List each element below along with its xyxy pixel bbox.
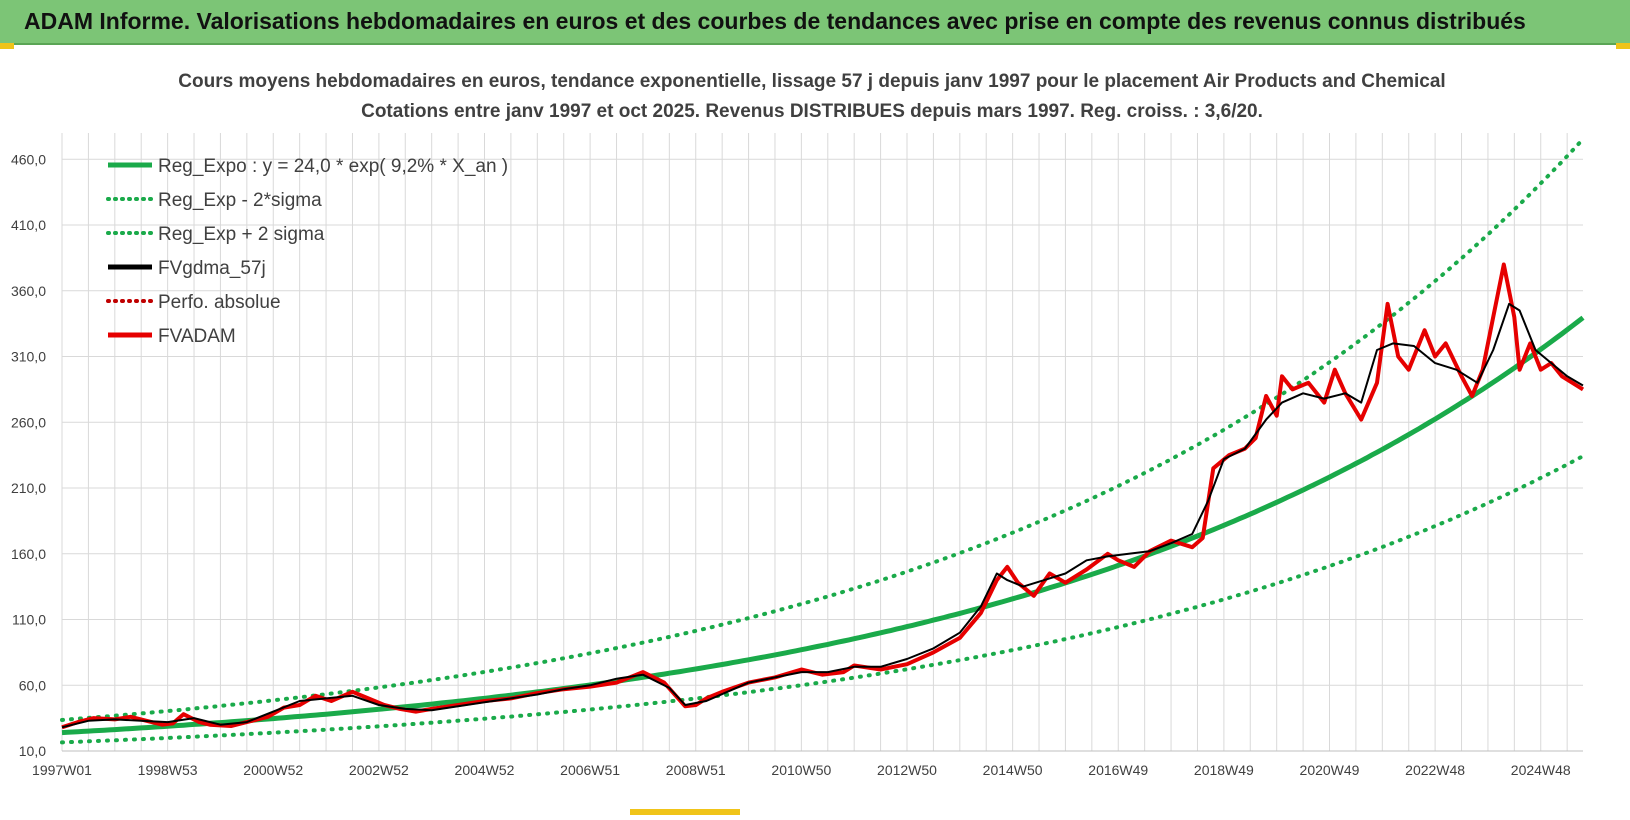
y-tick-label: 310,0	[11, 349, 46, 365]
x-tick-label: 1997W01	[32, 762, 92, 778]
x-tick-label: 2006W51	[560, 762, 620, 778]
chart-svg: Cours moyens hebdomadaires en euros, ten…	[11, 71, 1585, 778]
y-tick-label: 10,0	[19, 743, 46, 759]
grid	[61, 133, 1583, 752]
y-tick-label: 360,0	[11, 283, 46, 299]
x-tick-label: 2004W52	[455, 762, 515, 778]
x-tick-label: 2016W49	[1088, 762, 1148, 778]
corner-accent-left	[0, 43, 14, 49]
header-bar: ADAM Informe. Valorisations hebdomadaire…	[0, 0, 1630, 45]
x-tick-label: 2020W49	[1300, 762, 1360, 778]
series-group	[60, 137, 1585, 745]
x-tick-label: 2008W51	[666, 762, 726, 778]
bottom-accent	[630, 809, 740, 815]
y-tick-label: 210,0	[11, 480, 46, 496]
x-tick-label: 1998W53	[138, 762, 198, 778]
legend-label: Reg_Exp + 2 sigma	[158, 224, 325, 245]
x-tick-label: 2014W50	[983, 762, 1043, 778]
chart-subtitle: Cotations entre janv 1997 et oct 2025. R…	[361, 101, 1263, 122]
x-tick-label: 2010W50	[771, 762, 831, 778]
x-tick-label: 2012W50	[877, 762, 937, 778]
series-fvadam	[61, 262, 1585, 730]
y-tick-label: 410,0	[11, 217, 46, 233]
legend-label: FVgdma_57j	[158, 258, 266, 279]
legend-label: Reg_Expo : y = 24,0 * exp( 9,2% * X_an )	[158, 156, 508, 177]
legend-label: Reg_Exp - 2*sigma	[158, 190, 322, 211]
y-tick-label: 160,0	[11, 546, 46, 562]
x-tick-label: 2018W49	[1194, 762, 1254, 778]
x-tick-label: 2002W52	[349, 762, 409, 778]
chart-area: Cours moyens hebdomadaires en euros, ten…	[0, 45, 1630, 815]
y-tick-label: 460,0	[11, 151, 46, 167]
corner-accent-right	[1616, 43, 1630, 49]
x-tick-label: 2000W52	[243, 762, 303, 778]
y-tick-label: 260,0	[11, 414, 46, 430]
x-axis: 1997W01 1998W53 2000W52 2002W52 2004W52 2006W…	[32, 750, 1583, 778]
chart-title: Cours moyens hebdomadaires en euros, ten…	[178, 71, 1445, 92]
series-fvgdma-57j	[61, 302, 1584, 729]
y-tick-label: 60,0	[19, 677, 46, 693]
series-reg-exp-minus-2sigma	[60, 454, 1585, 745]
legend: Reg_Expo : y = 24,0 * exp( 9,2% * X_an )…	[106, 156, 508, 347]
page-title: ADAM Informe. Valorisations hebdomadaire…	[24, 8, 1526, 34]
series-reg-expo	[61, 315, 1585, 736]
x-tick-label: 2022W48	[1405, 762, 1465, 778]
y-axis: 10,0 60,0 110,0 160,0 210,0 260,0 310,0 360,0 41…	[11, 151, 46, 759]
x-tick-label: 2024W48	[1511, 762, 1571, 778]
legend-label: FVADAM	[158, 326, 236, 347]
legend-label: Perfo. absolue	[158, 292, 281, 313]
y-tick-label: 110,0	[12, 612, 46, 628]
